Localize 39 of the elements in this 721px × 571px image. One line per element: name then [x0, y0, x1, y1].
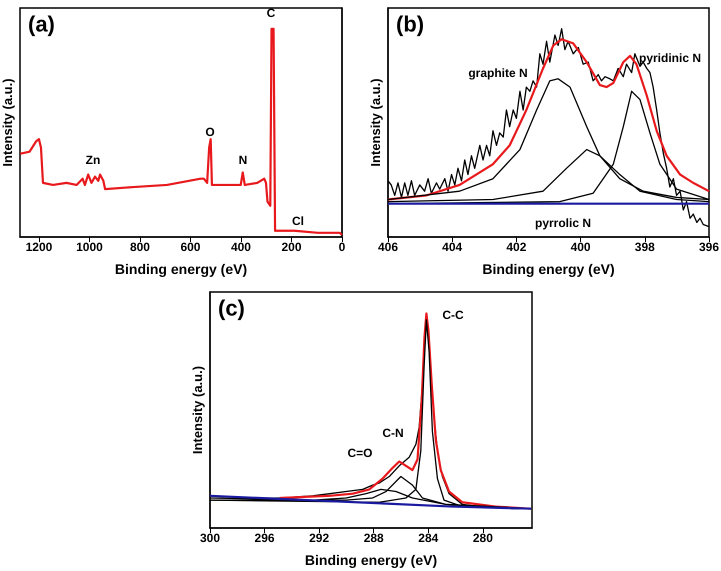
- annotation: pyrrolic N: [534, 216, 592, 230]
- x-tick-label: 800: [130, 240, 150, 254]
- chart-title: (a): [28, 12, 55, 36]
- annotation: C-N: [382, 426, 404, 440]
- x-tick-label: 404: [442, 240, 463, 254]
- x-tick-label: 300: [200, 531, 220, 545]
- x-tick-label: 0: [338, 240, 346, 254]
- x-axis-title: Binding energy (eV): [114, 261, 248, 277]
- annotation: Zn: [86, 153, 100, 167]
- x-tick-label: 400: [570, 240, 591, 254]
- annotation: C=O: [347, 446, 373, 460]
- x-tick-label: 296: [254, 531, 275, 545]
- x-tick-label: 284: [418, 531, 439, 545]
- annotation: O: [205, 125, 215, 139]
- x-tick-label: 292: [309, 531, 330, 545]
- x-tick-label: 288: [364, 531, 384, 545]
- text: C: [266, 6, 276, 20]
- annotation: graphite N: [468, 66, 528, 80]
- x-axis-title: Binding energy (eV): [482, 261, 615, 277]
- x-tick-label: 1000: [76, 240, 104, 254]
- x-tick-label: 406: [378, 240, 398, 254]
- annotation: Cl: [292, 214, 304, 228]
- chart-title: (b): [396, 12, 424, 36]
- chart-title: (c): [218, 296, 245, 320]
- y-axis-title: Intensity (a.u.): [368, 78, 383, 167]
- x-tick-label: 280: [472, 531, 494, 545]
- annotation: N: [238, 153, 248, 167]
- x-tick-label: 400: [230, 240, 252, 254]
- y-axis-title: Intensity (a.u.): [190, 366, 205, 454]
- x-tick-label: 600: [180, 240, 201, 254]
- x-tick-label: 398: [634, 240, 656, 254]
- x-tick-label: 200: [281, 240, 302, 254]
- y-axis-title: Intensity (a.u.): [0, 78, 15, 167]
- x-tick-label: 402: [506, 240, 527, 254]
- x-axis-title: Binding energy (eV): [304, 552, 438, 568]
- annotation: pyridinic N: [638, 51, 702, 65]
- x-tick-label: 396: [698, 240, 720, 254]
- annotation: C-C: [442, 308, 464, 322]
- x-tick-label: 1200: [26, 240, 53, 254]
